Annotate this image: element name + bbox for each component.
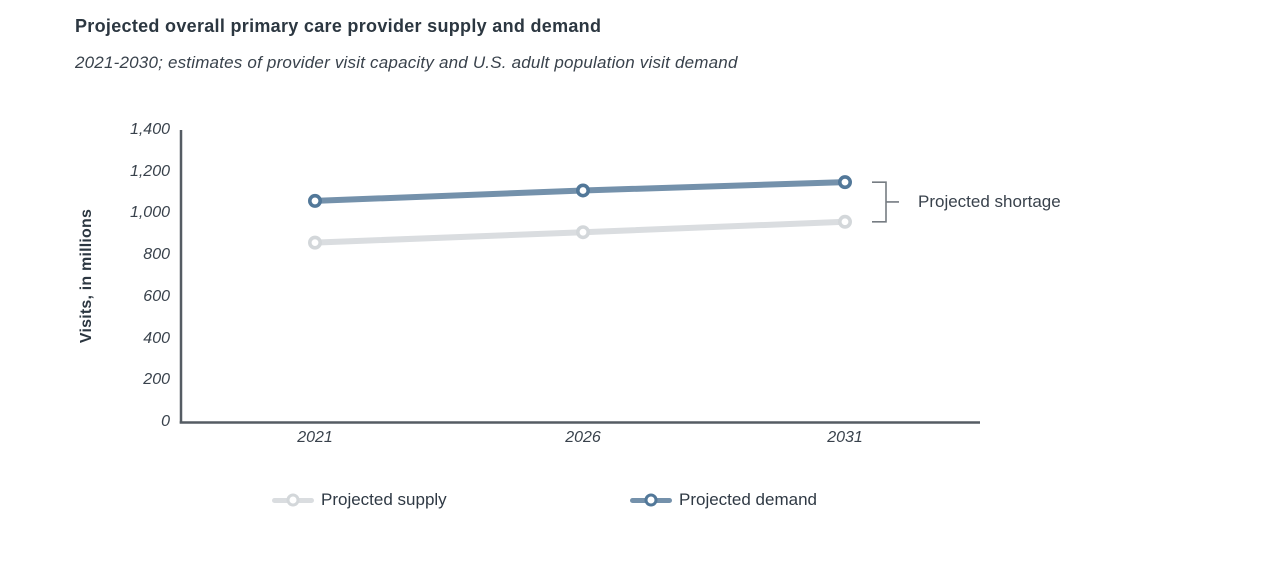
x-tick-label-2026: 2026 xyxy=(565,429,601,446)
data-point-projected-demand-2031 xyxy=(837,175,852,190)
demand-line-swatch-icon xyxy=(630,493,672,507)
supply-swatch-marker-icon xyxy=(286,493,300,507)
demand-swatch-marker-icon xyxy=(644,493,658,507)
data-point-projected-supply-2031 xyxy=(837,214,852,229)
y-tick-label-400: 400 xyxy=(143,329,170,347)
shortage-bracket xyxy=(872,181,899,223)
chart-subtitle: 2021-2030; estimates of provider visit c… xyxy=(75,53,738,72)
x-tick-label-2031: 2031 xyxy=(827,429,863,446)
legend-item-projected-supply: Projected supply xyxy=(272,489,447,511)
legend-item-projected-demand: Projected demand xyxy=(630,489,817,511)
supply-line-swatch-icon xyxy=(272,493,314,507)
y-tick-label-1,400: 1,400 xyxy=(129,121,170,138)
x-tick-label-2021: 2021 xyxy=(297,429,333,446)
chart-title: Projected overall primary care provider … xyxy=(75,16,602,36)
data-point-projected-supply-2021 xyxy=(307,235,322,250)
legend-label-projected-demand: Projected demand xyxy=(679,490,817,509)
y-tick-label-600: 600 xyxy=(143,287,170,305)
legend-label-projected-supply: Projected supply xyxy=(321,490,447,509)
y-tick-label-800: 800 xyxy=(143,246,170,264)
data-point-projected-demand-2026 xyxy=(575,183,590,198)
y-tick-label-1,000: 1,000 xyxy=(129,204,170,222)
data-point-projected-demand-2021 xyxy=(307,193,322,208)
y-tick-label-1,200: 1,200 xyxy=(129,162,170,180)
y-tick-label-200: 200 xyxy=(143,371,170,389)
y-tick-label-0: 0 xyxy=(161,413,170,430)
shortage-annotation-label: Projected shortage xyxy=(918,191,1061,211)
data-point-projected-supply-2026 xyxy=(575,225,590,240)
